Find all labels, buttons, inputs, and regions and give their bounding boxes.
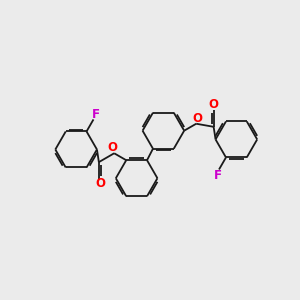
Text: O: O <box>95 177 105 190</box>
Text: O: O <box>108 141 118 154</box>
Text: O: O <box>208 98 219 111</box>
Text: F: F <box>214 169 221 182</box>
Text: F: F <box>92 108 100 121</box>
Text: O: O <box>193 112 203 125</box>
